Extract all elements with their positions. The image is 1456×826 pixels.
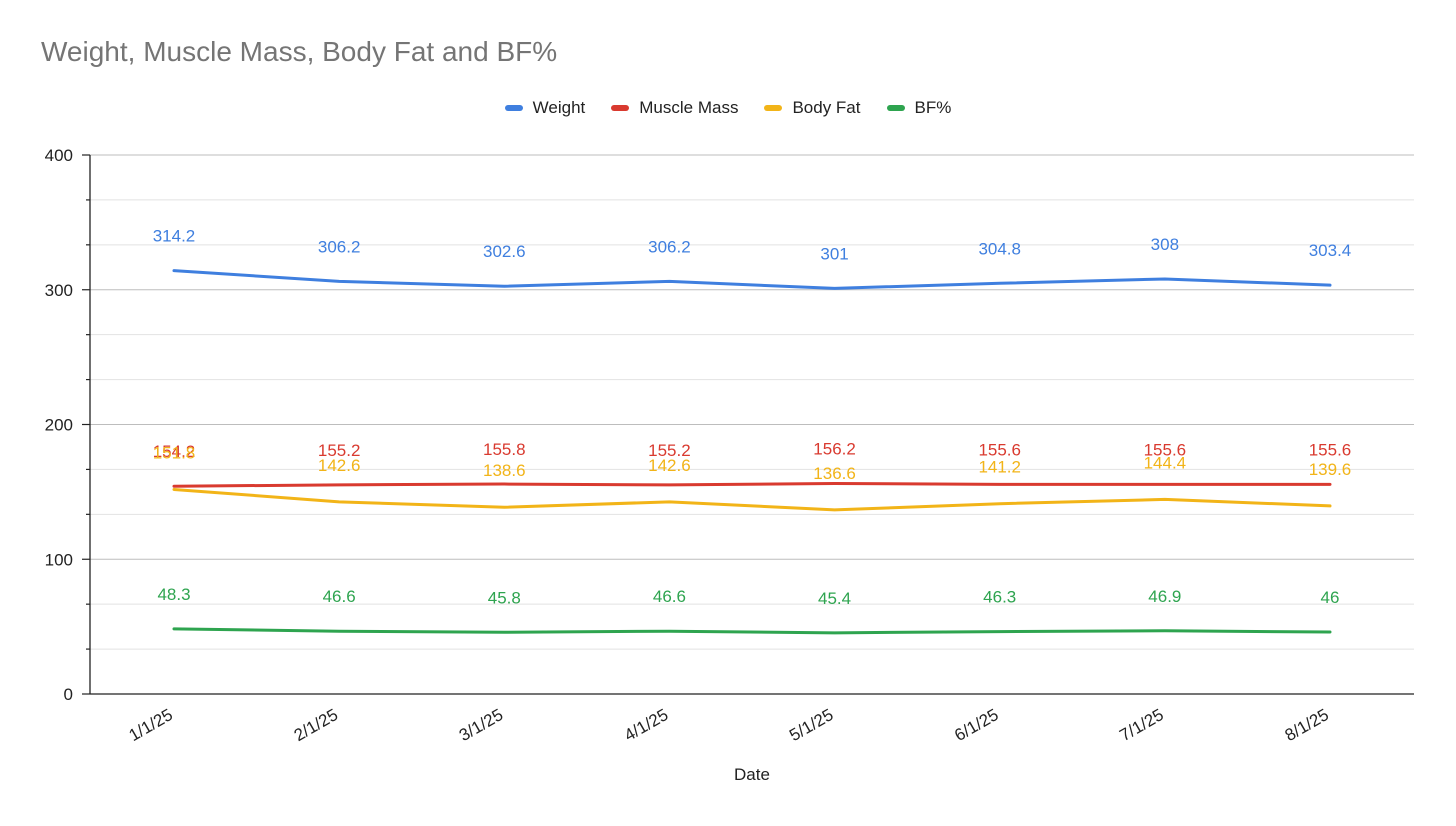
y-tick-label: 200 xyxy=(45,416,73,435)
legend-label-weight: Weight xyxy=(532,98,586,117)
series-line-muscle-mass xyxy=(172,482,1332,488)
y-tick-label: 300 xyxy=(45,281,73,300)
x-tick-label: 3/1/25 xyxy=(456,705,506,745)
data-label-body-fat: 144.4 xyxy=(1144,453,1187,472)
data-label-bf-percent: 46.6 xyxy=(653,587,686,606)
legend-swatch-bf-percent xyxy=(886,105,905,111)
y-tick-label: 0 xyxy=(64,685,73,704)
legend-item-bf-percent[interactable]: BF% xyxy=(886,98,952,118)
data-label-weight: 308 xyxy=(1151,235,1179,254)
data-label-body-fat: 142.6 xyxy=(648,456,691,475)
data-label-body-fat: 141.2 xyxy=(978,458,1021,477)
series-line-body-fat xyxy=(172,487,1332,512)
x-tick-label: 7/1/25 xyxy=(1116,705,1166,745)
legend-item-muscle-mass[interactable]: Muscle Mass xyxy=(611,98,738,118)
data-label-weight: 304.8 xyxy=(978,239,1021,258)
data-label-weight: 306.2 xyxy=(648,237,691,256)
x-tick-label: 2/1/25 xyxy=(291,705,341,745)
data-label-weight: 314.2 xyxy=(153,227,196,246)
data-label-body-fat: 142.6 xyxy=(318,456,361,475)
x-tick-label: 5/1/25 xyxy=(786,705,836,745)
legend-label-muscle-mass: Muscle Mass xyxy=(639,98,739,117)
legend-item-weight[interactable]: Weight xyxy=(504,98,586,118)
data-label-bf-percent: 45.4 xyxy=(818,589,851,608)
data-label-muscle-mass: 156.2 xyxy=(813,440,856,459)
legend-label-body-fat: Body Fat xyxy=(792,98,861,117)
data-label-bf-percent: 46.9 xyxy=(1148,587,1181,606)
data-label-body-fat: 139.6 xyxy=(1309,460,1352,479)
data-label-weight: 306.2 xyxy=(318,237,361,256)
series-line-weight xyxy=(172,269,1332,290)
legend-label-bf-percent: BF% xyxy=(914,98,952,117)
data-label-bf-percent: 48.3 xyxy=(157,585,190,604)
data-label-muscle-mass: 155.6 xyxy=(1144,440,1187,459)
x-axis-title: Date xyxy=(734,765,770,784)
data-label-muscle-mass: 154.2 xyxy=(153,442,196,461)
y-tick-label: 400 xyxy=(45,146,73,165)
data-label-weight: 301 xyxy=(820,244,848,263)
data-label-muscle-mass: 155.2 xyxy=(648,441,691,460)
data-label-bf-percent: 45.8 xyxy=(488,588,521,607)
legend-swatch-body-fat xyxy=(764,105,783,111)
data-label-bf-percent: 46 xyxy=(1321,588,1340,607)
legend-swatch-weight xyxy=(504,105,523,111)
data-label-body-fat: 151.8 xyxy=(153,443,196,462)
y-tick-label: 100 xyxy=(45,550,73,569)
x-tick-label: 4/1/25 xyxy=(621,705,671,745)
legend: Weight Muscle Mass Body Fat BF% xyxy=(0,98,1456,118)
x-tick-label: 8/1/25 xyxy=(1282,705,1332,745)
x-tick-label: 6/1/25 xyxy=(951,705,1001,745)
data-label-weight: 303.4 xyxy=(1309,241,1352,260)
data-label-body-fat: 136.6 xyxy=(813,464,856,483)
data-label-muscle-mass: 155.6 xyxy=(1309,440,1352,459)
x-tick-label: 1/1/25 xyxy=(126,705,176,745)
legend-swatch-muscle-mass xyxy=(611,105,630,111)
data-label-muscle-mass: 155.8 xyxy=(483,440,526,459)
chart-title: Weight, Muscle Mass, Body Fat and BF% xyxy=(41,36,558,67)
data-label-body-fat: 138.6 xyxy=(483,461,526,480)
data-label-bf-percent: 46.3 xyxy=(983,588,1016,607)
data-label-weight: 302.6 xyxy=(483,242,526,261)
legend-item-body-fat[interactable]: Body Fat xyxy=(764,98,861,118)
data-label-muscle-mass: 155.2 xyxy=(318,441,361,460)
series-line-bf-percent xyxy=(172,627,1332,635)
data-label-muscle-mass: 155.6 xyxy=(978,440,1021,459)
data-label-bf-percent: 46.6 xyxy=(323,587,356,606)
